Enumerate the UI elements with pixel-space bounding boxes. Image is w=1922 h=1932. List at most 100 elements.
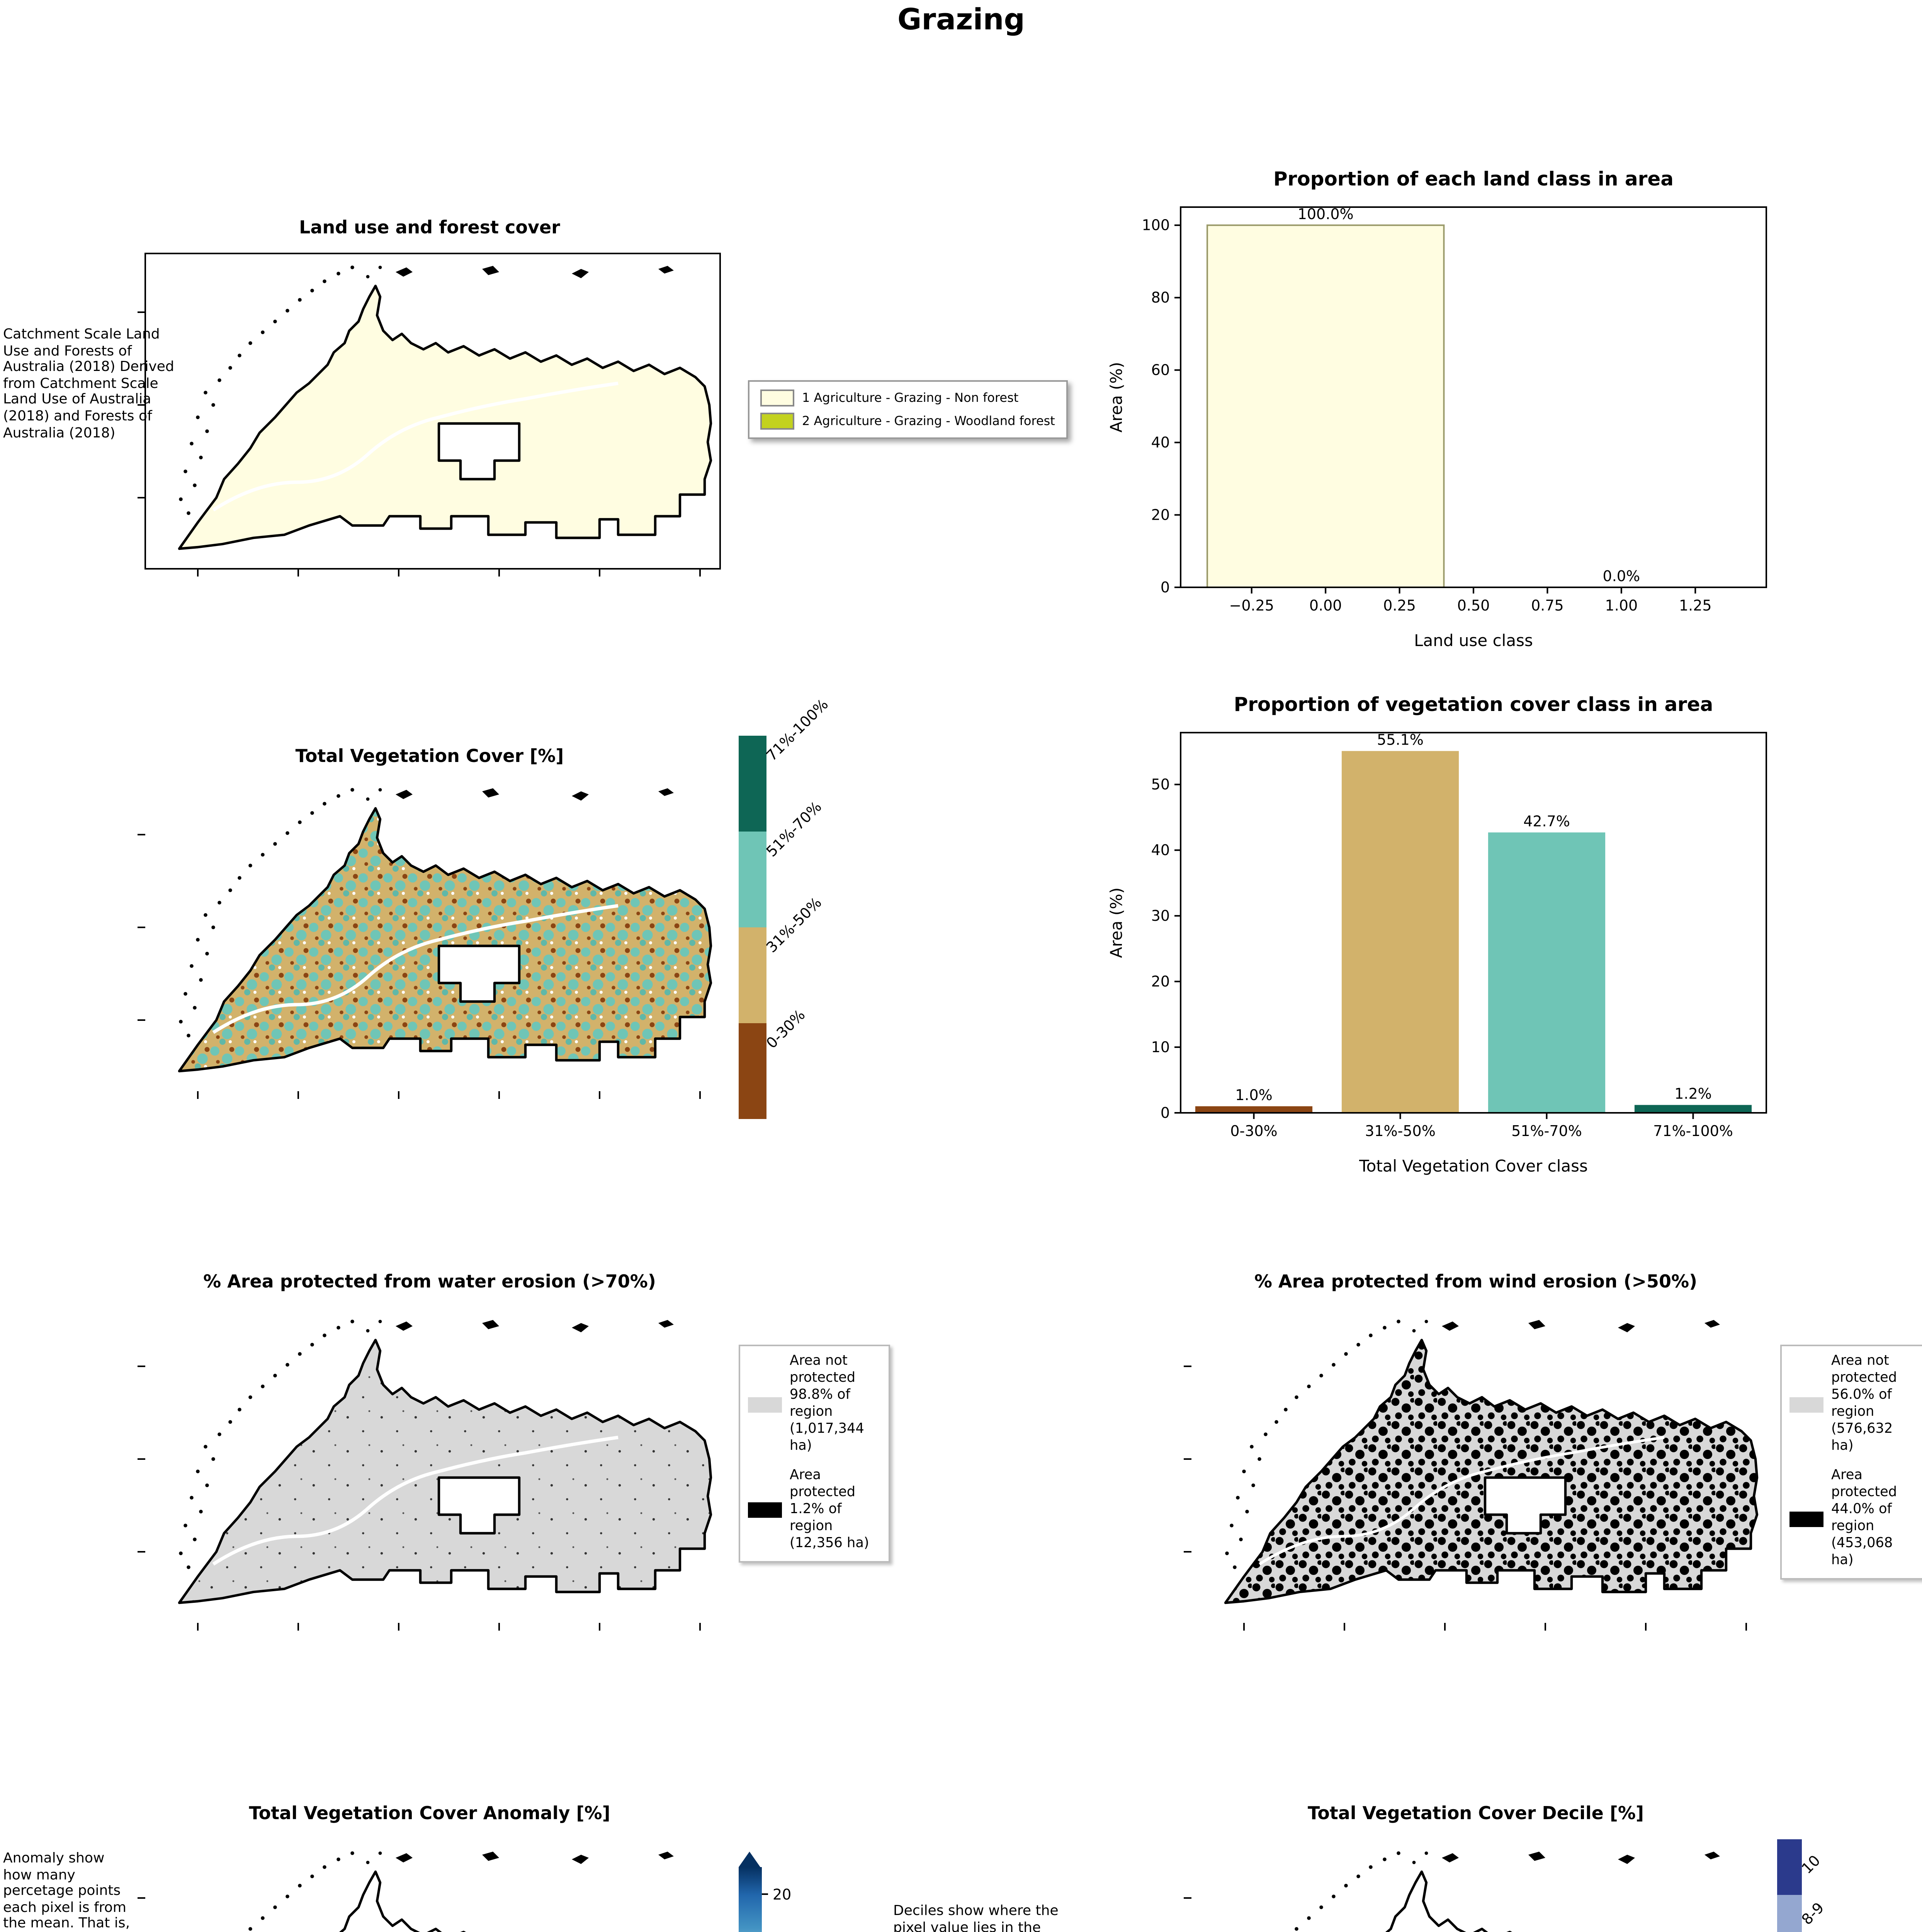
y-tick-label: 10 <box>1151 1039 1170 1056</box>
x-tick-label: 0.00 <box>1309 597 1342 614</box>
page-title: Grazing <box>897 3 1025 37</box>
bar <box>1634 1105 1752 1113</box>
y-tick-label: 0 <box>1161 1104 1170 1121</box>
map-ticks <box>137 1897 701 1932</box>
anomaly-map <box>137 1851 726 1932</box>
colorbar-gradient <box>739 1867 762 1932</box>
legend-swatch <box>760 389 794 406</box>
land-use-map <box>137 253 721 577</box>
bar-value-label: 0.0% <box>1603 568 1640 585</box>
x-axis-label: Total Vegetation Cover class <box>1359 1156 1588 1175</box>
bar-value-label: 1.2% <box>1674 1085 1712 1102</box>
x-tick-label: 31%-50% <box>1365 1122 1436 1139</box>
y-tick-label: 100 <box>1142 217 1170 234</box>
veg-class-chart: Proportion of vegetation cover class in … <box>1107 693 1767 1175</box>
y-tick-label: 20 <box>1151 506 1170 523</box>
y-tick-label: 30 <box>1151 907 1170 924</box>
chart-title: Proportion of each land class in area <box>1273 168 1674 190</box>
legend-swatch <box>1789 1511 1823 1527</box>
bar-value-label: 1.0% <box>1235 1087 1273 1104</box>
colorbar-label: 71%-100% <box>763 696 833 765</box>
x-tick-label: 71%-100% <box>1653 1122 1733 1139</box>
legend-item: Area not protected 98.8% of region (1,01… <box>748 1354 881 1456</box>
x-tick-label: 1.25 <box>1679 597 1712 614</box>
chart-title: Proportion of vegetation cover class in … <box>1234 693 1713 716</box>
legend-swatch <box>748 1397 782 1413</box>
bar-value-label: 55.1% <box>1377 731 1424 748</box>
legend-swatch <box>748 1503 782 1519</box>
legend-label: 2 Agriculture - Grazing - Woodland fores… <box>802 414 1055 428</box>
land-use-legend: 1 Agriculture - Grazing - Non forest 2 A… <box>748 380 1067 439</box>
colorbar-label: 51%-70% <box>763 799 826 861</box>
colorbar-segment <box>739 832 766 927</box>
x-tick-label: 1.00 <box>1605 597 1638 614</box>
veg-cover-colorbar: 71%-100% 51%-70% 31%-50% 0-30% <box>739 697 885 1153</box>
colorbar-label: 31%-50% <box>763 895 826 957</box>
legend-swatch <box>760 413 794 430</box>
legend-item: Area protected 44.0% of region (453,068 … <box>1789 1468 1922 1570</box>
legend-item: 2 Agriculture - Grazing - Woodland fores… <box>760 413 1055 430</box>
y-tick-label: 60 <box>1151 362 1170 379</box>
wind-erosion-legend: Area not protected 56.0% of region (576,… <box>1780 1345 1922 1580</box>
legend-item: 1 Agriculture - Grazing - Non forest <box>760 389 1055 406</box>
legend-item: Area protected 1.2% of region (12,356 ha… <box>748 1468 881 1553</box>
y-tick-label: 40 <box>1151 434 1170 451</box>
land-use-map-title: Land use and forest cover <box>299 216 560 238</box>
water-erosion-map-title: % Area protected from water erosion (>70… <box>203 1270 656 1292</box>
colorbar-label: 0-30% <box>763 1007 809 1053</box>
island-dots <box>179 1851 674 1932</box>
region-shape <box>179 1872 711 1932</box>
anomaly-colorbar: 20 10 0 −10 −20 <box>739 1852 847 1932</box>
x-tick-label: 0.25 <box>1383 597 1416 614</box>
y-tick-label: 50 <box>1151 776 1170 793</box>
anomaly-caption: Anomaly show how many percetage points e… <box>3 1852 130 1932</box>
map-frame <box>144 253 721 570</box>
colorbar-segment <box>739 1023 766 1119</box>
map-ticks <box>1183 1897 1747 1932</box>
y-tick-label: 20 <box>1151 973 1170 990</box>
decile-caption: Deciles show where the pixel value lies … <box>893 1904 1059 1932</box>
bar <box>1195 1106 1313 1113</box>
legend-label: 1 Agriculture - Grazing - Non forest <box>802 391 1019 405</box>
bar <box>1206 224 1445 588</box>
legend-label: Area protected 44.0% of region (453,068 … <box>1831 1468 1897 1569</box>
colorbar-segment <box>739 736 766 832</box>
region-shape <box>1225 1340 1757 1603</box>
bar-value-label: 100.0% <box>1298 206 1354 223</box>
water-erosion-legend: Area not protected 98.8% of region (1,01… <box>739 1345 890 1563</box>
land-use-caption: Catchment Scale Land Use and Forests of … <box>3 328 174 442</box>
legend-item: Area not protected 56.0% of region (576,… <box>1789 1354 1922 1456</box>
decile-map-title: Total Vegetation Cover Decile [%] <box>1307 1802 1644 1824</box>
land-class-chart: Proportion of each land class in area 100… <box>1107 168 1767 650</box>
legend-label: Area not protected 56.0% of region (576,… <box>1831 1354 1897 1454</box>
colorbar-segment <box>1777 1839 1802 1895</box>
island-dots <box>1225 1851 1720 1932</box>
bar <box>1341 751 1459 1113</box>
veg-cover-map-title: Total Vegetation Cover [%] <box>295 745 564 767</box>
y-axis-label: Area (%) <box>1107 362 1126 433</box>
region-shape <box>1225 1872 1757 1932</box>
x-tick-label: 51%-70% <box>1511 1122 1582 1139</box>
plot-frame <box>1180 732 1767 1114</box>
y-tick-label: 40 <box>1151 842 1170 859</box>
decile-map <box>1183 1851 1772 1932</box>
colorbar-label: 8-9 <box>1799 1900 1828 1929</box>
colorbar-arrow-up <box>739 1852 760 1867</box>
y-tick-label: 0 <box>1161 579 1170 596</box>
decile-colorbar: 10 8-9 4-7 2-3 1 <box>1777 1839 1901 1932</box>
x-axis-label: Land use class <box>1414 631 1533 650</box>
y-tick-label: 80 <box>1151 289 1170 306</box>
x-tick-label: 0.75 <box>1531 597 1564 614</box>
colorbar-segment <box>1777 1895 1802 1932</box>
colorbar-segment <box>739 927 766 1023</box>
bar-value-label: 42.7% <box>1523 813 1570 830</box>
y-axis-label: Area (%) <box>1107 888 1126 958</box>
bar <box>1488 832 1606 1113</box>
x-tick-label: 0-30% <box>1230 1122 1277 1139</box>
wind-erosion-map <box>1183 1320 1772 1631</box>
legend-label: Area not protected 98.8% of region (1,01… <box>790 1354 864 1454</box>
veg-cover-map <box>137 788 726 1100</box>
x-tick-label: 0.50 <box>1457 597 1490 614</box>
wind-erosion-map-title: % Area protected from wind erosion (>50%… <box>1254 1270 1698 1292</box>
